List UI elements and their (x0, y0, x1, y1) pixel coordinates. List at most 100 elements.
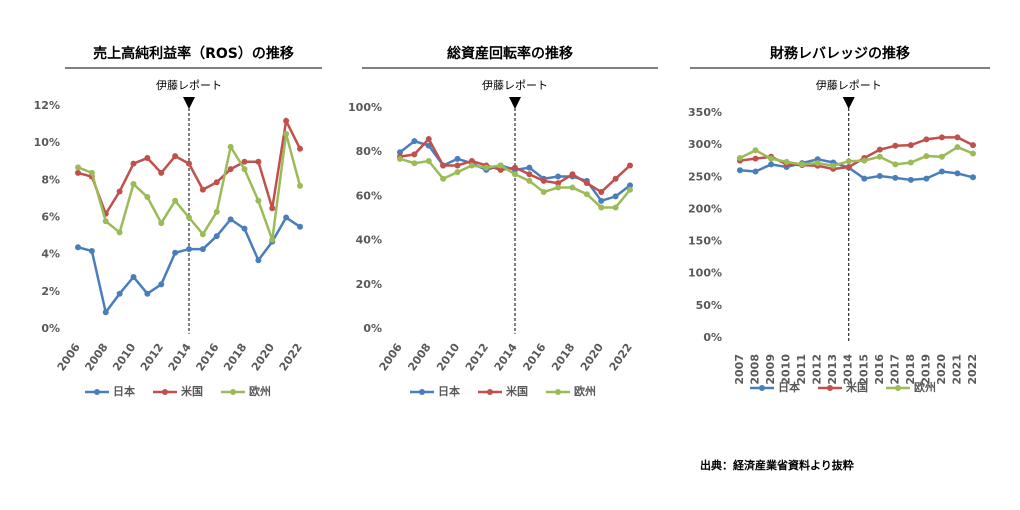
data-point (283, 214, 290, 221)
y-tick-label: 250% (688, 170, 722, 183)
legend-label: 欧州 (574, 384, 596, 398)
x-tick-label: 2012 (138, 341, 166, 374)
data-point (158, 281, 165, 288)
data-point (199, 186, 206, 193)
chart-title: 総資産回転率の推移 (447, 45, 573, 62)
data-point (938, 153, 945, 160)
data-point (876, 146, 883, 153)
legend-label: 米国 (180, 384, 203, 398)
x-tick-label: 2009 (764, 354, 777, 385)
data-point (954, 134, 961, 141)
data-point (907, 142, 914, 149)
data-point (938, 134, 945, 141)
legend-label: 米国 (505, 384, 528, 398)
data-point (411, 151, 418, 158)
data-point (845, 158, 852, 165)
data-point (892, 142, 899, 149)
y-tick-label: 10% (34, 136, 60, 149)
legend-marker (895, 385, 901, 391)
legend-label: 欧州 (249, 384, 271, 398)
x-tick-label: 2012 (463, 341, 491, 374)
data-point (116, 188, 123, 195)
x-tick-label: 2020 (935, 354, 948, 385)
data-point (497, 166, 504, 173)
y-tick-label: 6% (41, 211, 60, 224)
x-tick-label: 2017 (888, 354, 901, 385)
data-point (213, 179, 220, 186)
data-point (468, 158, 475, 165)
legend-marker (487, 389, 493, 395)
data-point (468, 162, 475, 169)
x-tick-label: 2014 (166, 341, 194, 374)
x-tick-label: 2016 (873, 354, 886, 385)
legend-marker (94, 389, 100, 395)
data-point (752, 168, 759, 175)
data-point (845, 164, 852, 170)
x-tick-label: 2006 (55, 341, 83, 374)
data-point (88, 247, 95, 254)
legend-marker (162, 389, 168, 395)
data-point (213, 233, 220, 240)
data-point (144, 290, 151, 297)
data-point (255, 197, 262, 204)
data-point (241, 225, 248, 232)
data-point (411, 138, 418, 145)
y-tick-label: 20% (356, 278, 382, 291)
data-point (227, 216, 234, 223)
data-point (88, 169, 95, 176)
data-point (752, 155, 759, 162)
data-point (861, 157, 868, 164)
annotation-marker (509, 97, 521, 109)
y-tick-label: 150% (688, 235, 722, 248)
data-point (970, 142, 976, 149)
data-point (454, 162, 461, 169)
data-point (540, 177, 547, 184)
data-point (923, 175, 930, 182)
x-tick-label: 2018 (904, 354, 917, 385)
data-point (199, 231, 206, 238)
data-point (241, 166, 248, 173)
data-point (497, 162, 504, 169)
y-tick-label: 40% (356, 234, 382, 247)
data-point (186, 214, 192, 221)
x-tick-label: 2006 (377, 341, 405, 374)
series-line (739, 145, 974, 167)
data-point (116, 229, 123, 236)
x-tick-label: 2011 (795, 354, 808, 385)
data-point (172, 197, 179, 204)
data-point (186, 246, 192, 253)
data-point (213, 208, 220, 215)
data-point (583, 191, 590, 198)
x-tick-label: 2019 (919, 354, 932, 385)
data-point (612, 175, 619, 182)
legend-marker (555, 389, 561, 395)
data-point (283, 130, 290, 137)
data-point (569, 184, 576, 191)
data-point (876, 173, 883, 179)
y-tick-label: 60% (356, 189, 382, 202)
data-point (158, 220, 165, 227)
y-tick-label: 100% (348, 101, 382, 114)
y-tick-label: 0% (703, 331, 722, 344)
data-point (454, 155, 461, 162)
data-point (75, 244, 81, 251)
data-point (737, 167, 743, 174)
y-tick-label: 300% (688, 138, 722, 151)
data-point (255, 257, 262, 264)
data-point (768, 155, 775, 162)
y-tick-label: 4% (41, 248, 60, 261)
x-tick-label: 2015 (857, 354, 870, 385)
data-point (199, 246, 206, 253)
data-point (954, 170, 961, 177)
data-point (425, 135, 432, 142)
data-point (923, 136, 930, 143)
data-point (397, 155, 403, 162)
data-point (555, 180, 562, 187)
data-point (555, 184, 562, 191)
data-point (144, 194, 151, 201)
x-tick-label: 2008 (82, 341, 110, 374)
data-point (555, 173, 562, 180)
data-point (440, 162, 447, 169)
data-point (102, 309, 109, 316)
